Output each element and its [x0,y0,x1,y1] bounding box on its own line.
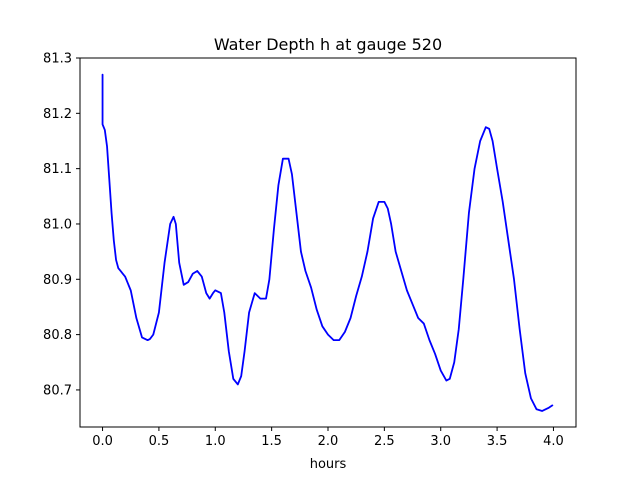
x-tick-label: 4.0 [543,434,564,449]
y-tick-label: 81.3 [43,52,72,67]
plot-area: 0.0 0.5 1.0 1.5 2.0 2.5 3.0 3.5 4.0 80.7 80.8 80.9 8… [43,52,577,449]
y-tick-label: 81.0 [43,217,72,232]
x-tick-label: 3.0 [430,434,451,449]
y-tick-label: 80.9 [43,273,72,288]
y-tick-label: 81.2 [43,107,72,122]
x-tick-label: 0.5 [149,434,170,449]
x-axis-label: hours [310,457,347,472]
y-tick-label: 80.7 [43,383,72,398]
series-line-0 [101,73,554,412]
x-tick-label: 3.5 [487,434,508,449]
x-tick-label: 2.5 [374,434,395,449]
y-tick-label: 80.8 [43,328,72,343]
x-tick-label: 0.0 [92,434,113,449]
x-tick-label: 1.0 [205,434,226,449]
y-tick-label: 81.1 [43,162,72,177]
x-tick-label: 1.5 [261,434,282,449]
x-tick-label: 2.0 [318,434,339,449]
chart-title: Water Depth h at gauge 520 [214,35,442,54]
